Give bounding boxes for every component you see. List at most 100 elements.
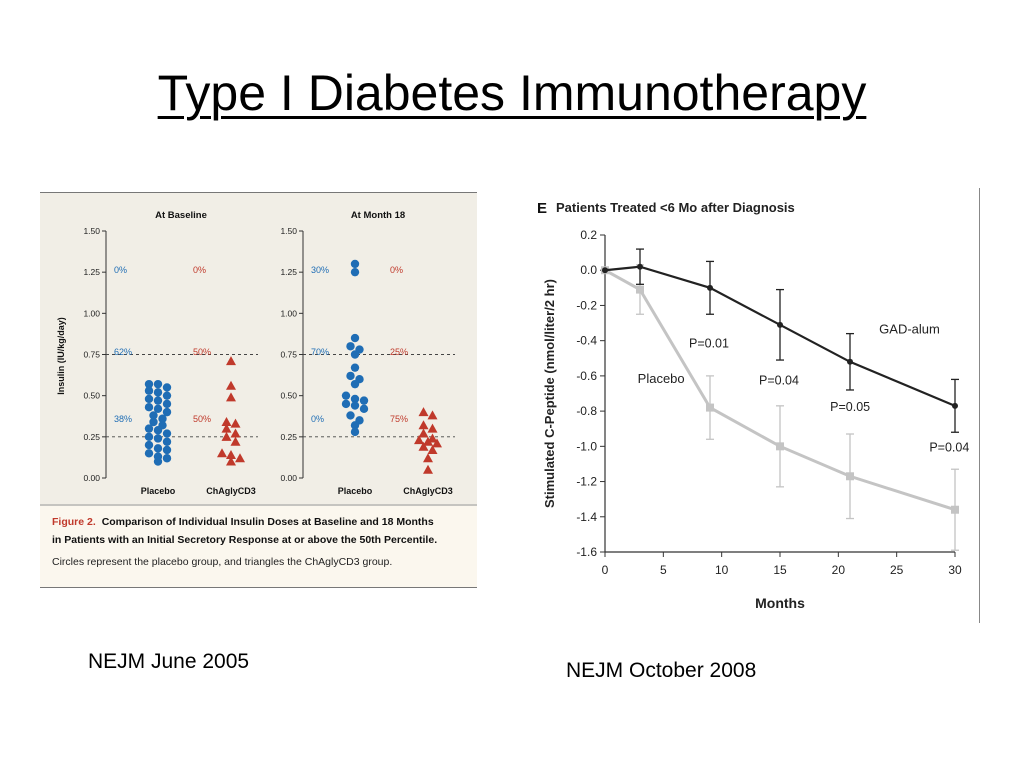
p-value-annotation: P=0.01 — [689, 337, 729, 351]
placebo-point — [158, 414, 167, 423]
placebo-point — [144, 449, 154, 458]
panel-letter: E — [537, 200, 547, 217]
placebo-point — [846, 472, 854, 481]
p-value-annotation: P=0.04 — [929, 441, 969, 455]
figure-border-line — [979, 188, 980, 623]
placebo-point — [359, 404, 369, 414]
category-label: ChAglyCD3 — [403, 486, 453, 496]
y-tick-label: 0.50 — [83, 391, 100, 401]
placebo-point — [350, 379, 360, 389]
x-tick-label: 5 — [660, 563, 667, 577]
percent-label: 30% — [311, 265, 329, 275]
percent-label: 0% — [193, 265, 206, 275]
chaglycd3-point — [226, 356, 236, 366]
y-tick-label: 0.0 — [580, 263, 597, 277]
series-label-placebo: Placebo — [638, 371, 685, 386]
placebo-point — [153, 388, 163, 397]
y-axis-label: Stimulated C-Peptide (nmol/liter/2 hr) — [542, 279, 557, 508]
x-tick-label: 10 — [715, 563, 729, 577]
chaglycd3-point — [226, 456, 236, 466]
chaglycd3-point — [221, 423, 232, 433]
chaglycd3-point — [427, 433, 438, 443]
placebo-point — [162, 445, 172, 455]
placebo-point — [359, 396, 369, 405]
figure-caption-line-1: Figure 2. Comparison of Individual Insul… — [52, 516, 434, 528]
placebo-point — [144, 386, 154, 395]
x-tick-label: 25 — [890, 563, 904, 577]
y-tick-label: 0.50 — [280, 391, 297, 401]
gad-alum-point — [602, 267, 608, 274]
chaglycd3-point — [226, 449, 236, 459]
placebo-point — [346, 411, 355, 420]
placebo-point — [153, 444, 163, 453]
placebo-point — [951, 505, 959, 514]
chaglycd3-point — [423, 436, 433, 446]
chaglycd3-point — [423, 464, 433, 474]
chaglycd3-point — [226, 392, 236, 402]
placebo-point — [350, 259, 360, 269]
percent-label: 62% — [114, 347, 132, 357]
gad-alum-point — [707, 284, 713, 291]
category-label: Placebo — [338, 486, 373, 496]
chaglycd3-point — [427, 445, 438, 455]
caption-right: NEJM October 2008 — [566, 659, 757, 682]
caption-left: NEJM June 2005 — [88, 650, 250, 673]
percent-label: 38% — [114, 414, 132, 424]
y-tick-label: -1.2 — [576, 475, 597, 489]
placebo-point — [346, 371, 355, 381]
chaglycd3-point — [221, 431, 232, 441]
chaglycd3-point — [432, 438, 442, 448]
chaglycd3-point — [414, 435, 424, 445]
y-axis-label: Insulin (IU/kg/day) — [56, 317, 66, 395]
placebo-point — [144, 432, 154, 442]
placebo-point — [776, 442, 784, 451]
chaglycd3-point — [226, 380, 236, 390]
placebo-point — [149, 411, 158, 420]
placebo-point — [144, 440, 154, 450]
gad-alum-line — [604, 265, 956, 407]
placebo-point — [350, 363, 360, 372]
y-tick-label: 0.2 — [580, 228, 597, 242]
series-label-gad-alum: GAD-alum — [879, 322, 940, 337]
y-tick-label: -0.8 — [576, 404, 597, 418]
percent-label: 0% — [311, 414, 324, 424]
chaglycd3-point — [427, 410, 438, 420]
placebo-point — [153, 457, 163, 466]
chaglycd3-point — [418, 420, 429, 430]
x-tick-label: 0 — [602, 563, 609, 577]
chart-title: Patients Treated <6 Mo after Diagnosis — [556, 200, 795, 215]
placebo-point — [162, 454, 172, 463]
x-tick-label: 15 — [773, 563, 787, 577]
placebo-point — [153, 434, 163, 443]
percent-label: 50% — [193, 347, 211, 357]
chaglycd3-point — [235, 453, 245, 463]
gad-alum-point — [952, 402, 958, 409]
y-tick-label: -1.6 — [576, 545, 597, 559]
figure-caption-line-3: Circles represent the placebo group, and… — [52, 556, 392, 568]
category-label: Placebo — [141, 486, 176, 496]
panel-title: At Month 18 — [351, 210, 405, 221]
y-tick-label: -1.4 — [576, 510, 597, 524]
x-tick-label: 30 — [948, 563, 962, 577]
c-peptide-line-chart: E Patients Treated <6 Mo after Diagnosis 0… — [537, 200, 969, 611]
placebo-point — [706, 403, 714, 412]
nejm-2005-figure-panel: At Baseline 0.00 0.25 0.50 0.75 1.00 1.25 1.50 P… — [40, 192, 477, 588]
placebo-point — [144, 424, 154, 433]
chaglycd3-point — [230, 436, 241, 446]
placebo-point — [153, 404, 163, 414]
y-tick-label: 0.75 — [83, 350, 100, 360]
chaglycd3-point — [418, 441, 429, 451]
placebo-point — [144, 379, 154, 389]
gad-alum-point — [777, 321, 783, 328]
percent-label: 70% — [311, 347, 329, 357]
y-tick-label: 1.00 — [83, 308, 100, 318]
placebo-point — [350, 350, 360, 359]
placebo-point — [149, 417, 158, 427]
placebo-point — [144, 402, 154, 412]
placebo-point — [162, 399, 172, 409]
p-value-annotation: P=0.04 — [759, 374, 799, 388]
y-tick-label: -1.0 — [576, 439, 597, 453]
percent-label: 50% — [193, 414, 211, 424]
placebo-point — [153, 396, 163, 405]
placebo-point — [153, 379, 163, 389]
